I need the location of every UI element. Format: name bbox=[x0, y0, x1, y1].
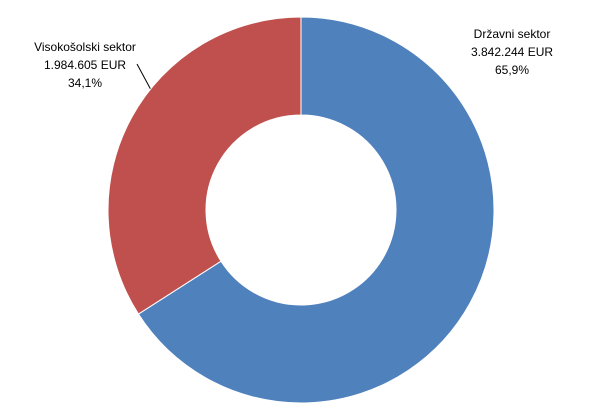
donut-slice bbox=[137, 16, 495, 404]
percent-label: 65,9% bbox=[495, 63, 529, 77]
donut-slice bbox=[107, 16, 302, 315]
value-label: 3.842.244 EUR bbox=[471, 45, 553, 59]
value-label: 1.984.605 EUR bbox=[44, 58, 126, 72]
slice-label: Visokošolski sektor bbox=[34, 40, 136, 54]
slice-label: Državni sektor bbox=[474, 27, 551, 41]
percent-label: 34,1% bbox=[68, 76, 102, 90]
